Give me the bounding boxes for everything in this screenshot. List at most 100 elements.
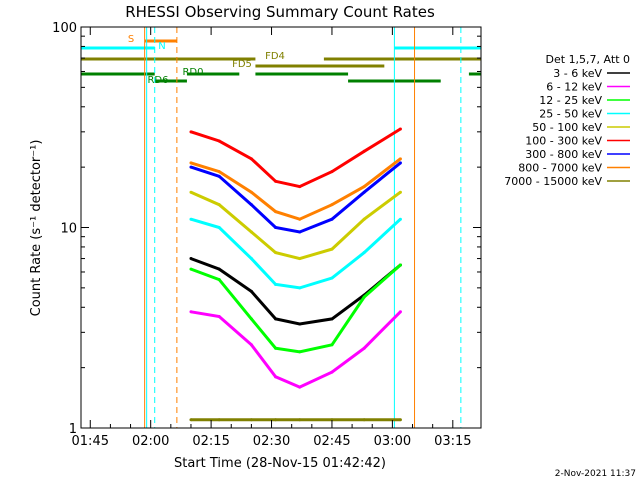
series-point-1: [249, 343, 253, 347]
series-point-2: [274, 346, 278, 350]
series-point-8: [249, 418, 253, 422]
x-tick-label: 02:15: [192, 434, 229, 449]
series-point-8: [398, 418, 402, 422]
series-point-2: [217, 278, 221, 282]
x-tick-label: 02:00: [132, 434, 169, 449]
flag-bars: S N FD4 FD5 RD0 RD6: [81, 34, 481, 86]
flag-label-n: N: [158, 41, 165, 52]
series-point-5: [362, 149, 366, 153]
series-point-3: [217, 226, 221, 229]
series-point-0: [249, 289, 253, 293]
series-point-4: [398, 190, 402, 194]
legend-header: Det 1,5,7, Att 0: [546, 53, 630, 66]
series-point-6: [189, 165, 193, 169]
series-point-2: [362, 295, 366, 299]
series-point-7: [249, 190, 253, 194]
series-point-7: [298, 217, 302, 221]
flag-label-rd6: RD6: [147, 75, 168, 86]
series-point-5: [330, 170, 334, 174]
legend-entry-1: 6 - 12 keV: [546, 81, 602, 94]
legend-entry-0: 3 - 6 keV: [553, 67, 602, 80]
series-point-4: [217, 203, 221, 207]
series-point-1: [217, 314, 221, 318]
flag-label-s: S: [128, 34, 134, 45]
series-point-8: [330, 418, 334, 422]
series-point-2: [330, 343, 334, 347]
flag-label-rd0: RD0: [182, 67, 203, 78]
series-line-3: [190, 217, 402, 290]
x-axis-label: Start Time (28-Nov-15 01:42:42): [174, 456, 386, 471]
y-axis: 1 10 100: [52, 21, 481, 437]
series-point-7: [274, 210, 278, 214]
series-point-5: [274, 179, 278, 183]
x-tick-label: 01:45: [72, 434, 109, 449]
series-point-2: [298, 350, 302, 354]
series-point-4: [249, 230, 253, 234]
series-point-0: [274, 317, 278, 321]
series-point-4: [298, 257, 302, 261]
series-point-6: [298, 230, 302, 234]
series-line-6: [190, 161, 402, 234]
series-point-4: [189, 190, 193, 194]
plot-area: [80, 27, 462, 428]
series-point-4: [274, 251, 278, 255]
x-axis: 01:45 02:00 02:15 02:30 02:45 03:00 03:15: [72, 27, 472, 449]
series-point-1: [398, 310, 402, 314]
series-point-6: [398, 161, 402, 165]
y-tick-label: 100: [52, 21, 77, 36]
series-point-0: [298, 322, 302, 326]
x-tick-label: 02:45: [313, 434, 350, 449]
x-tick-label: 03:15: [434, 434, 471, 449]
series-point-5: [398, 127, 402, 131]
y-axis-label: Count Rate (s⁻¹ detector⁻¹): [29, 140, 44, 317]
y-tick-label: 10: [60, 222, 77, 237]
series-point-0: [217, 267, 221, 271]
series-point-3: [189, 217, 193, 221]
series-point-7: [362, 185, 366, 189]
series-line-5: [190, 127, 402, 189]
flag-label-fd5: FD5: [232, 59, 252, 70]
series-point-1: [330, 370, 334, 374]
series-point-1: [362, 346, 366, 350]
series-point-3: [398, 217, 402, 221]
legend-entry-3: 25 - 50 keV: [539, 108, 602, 121]
series-point-8: [362, 418, 366, 422]
series-point-7: [330, 203, 334, 207]
series-point-3: [298, 286, 302, 290]
series-point-0: [330, 317, 334, 321]
series-point-6: [362, 190, 366, 194]
series-point-2: [398, 263, 402, 267]
legend-entry-6: 300 - 800 keV: [525, 148, 602, 161]
legend-entry-7: 800 - 7000 keV: [518, 162, 602, 175]
series-point-4: [330, 247, 334, 251]
series-point-2: [189, 267, 193, 271]
series-line-2: [190, 263, 402, 354]
series-point-4: [362, 217, 366, 221]
series-line-1: [190, 310, 402, 389]
series-point-8: [274, 418, 278, 422]
y-tick-label: 1: [69, 422, 77, 437]
x-tick-label: 02:30: [253, 434, 290, 449]
legend-entry-8: 7000 - 15000 keV: [504, 175, 602, 188]
series-line-4: [190, 190, 402, 261]
series-point-8: [189, 418, 193, 422]
legend-entry-2: 12 - 25 keV: [539, 94, 602, 107]
series-point-5: [217, 139, 221, 143]
series-point-6: [330, 217, 334, 221]
generation-timestamp: 2-Nov-2021 11:37: [555, 469, 636, 479]
series-point-3: [249, 257, 253, 261]
chart-title: RHESSI Observing Summary Count Rates: [125, 3, 435, 21]
series-point-6: [217, 174, 221, 178]
legend-entry-4: 50 - 100 keV: [532, 121, 602, 134]
series-point-8: [217, 418, 221, 422]
series-point-3: [330, 276, 334, 280]
series-point-6: [249, 203, 253, 207]
series-point-5: [249, 157, 253, 161]
flag-label-fd4: FD4: [265, 51, 285, 62]
legend-entry-5: 100 - 300 keV: [525, 135, 602, 148]
series-point-1: [274, 375, 278, 379]
series-point-6: [274, 226, 278, 229]
series-point-1: [189, 310, 193, 314]
